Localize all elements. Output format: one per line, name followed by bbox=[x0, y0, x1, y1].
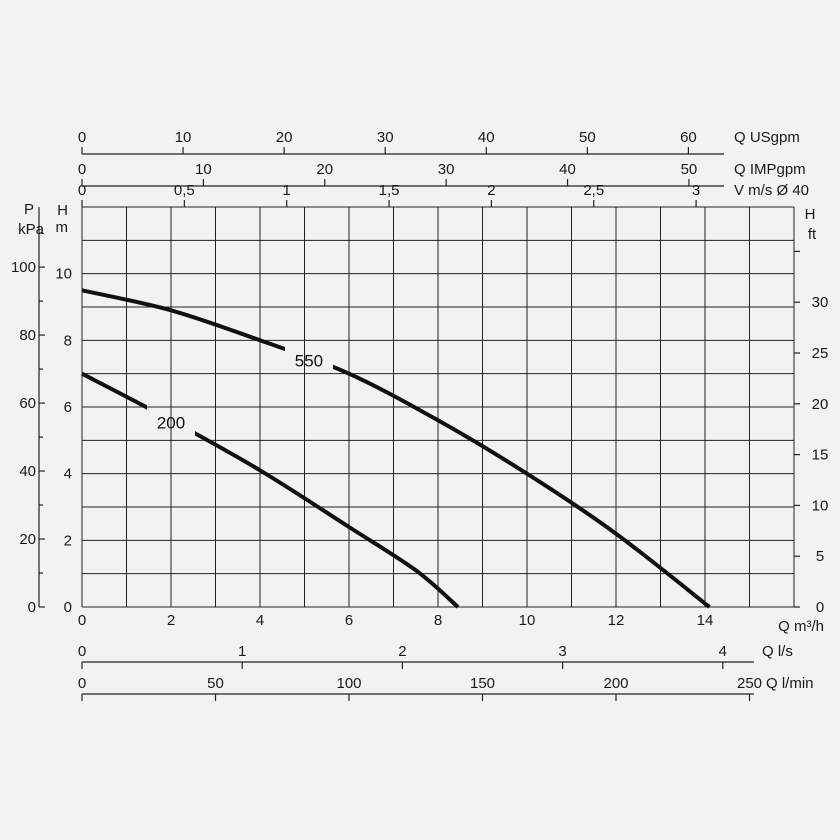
bottom-axis-tick-label: 150 bbox=[470, 675, 495, 692]
bottom-axis-tick-label: 50 bbox=[207, 675, 224, 692]
top-axis-tick-label: 20 bbox=[276, 129, 293, 146]
bottom-axis-tick-label: 1 bbox=[238, 643, 246, 660]
top-axis-tick-label: 0 bbox=[78, 182, 86, 199]
grid bbox=[81, 206, 795, 608]
top-axis-tick-label: 3 bbox=[692, 182, 700, 199]
pressure-tick-label: 80 bbox=[19, 327, 36, 344]
top-axis-tick-label: 2 bbox=[487, 182, 495, 199]
feet-tick-label: 30 bbox=[812, 294, 829, 311]
liters-per-minute-unit: Q l/min bbox=[766, 675, 814, 692]
y-axis-unit-bottom: m bbox=[56, 219, 69, 236]
top-axis-tick-label: 0 bbox=[78, 129, 86, 146]
liters-per-second-unit: Q l/s bbox=[762, 643, 793, 660]
pressure-unit-top: P bbox=[24, 201, 34, 218]
bottom-axis-tick-label: 0 bbox=[78, 643, 86, 660]
pressure-tick-label: 0 bbox=[28, 599, 36, 616]
pressure-tick-label: 60 bbox=[19, 395, 36, 412]
bottom-axis-tick-label: 4 bbox=[719, 643, 727, 660]
pressure-tick-label: 20 bbox=[19, 531, 36, 548]
top-axis-tick-label: 1,5 bbox=[379, 182, 400, 199]
top-axis-tick-label: 0 bbox=[78, 161, 86, 178]
y-tick-label: 6 bbox=[64, 399, 72, 416]
labels: 0 2 4 6 8 10 12 14 Q m³/h0246810Hm020406080100Pk… bbox=[11, 129, 828, 692]
top-axis-tick-label: 50 bbox=[681, 161, 698, 178]
pressure-tick-label: 100 bbox=[11, 259, 36, 276]
top-axis-tick-label: 50 bbox=[579, 129, 596, 146]
x-tick-label: 2 bbox=[167, 612, 175, 629]
y-tick-label: 8 bbox=[64, 332, 72, 349]
top-axis-tick-label: 10 bbox=[195, 161, 212, 178]
y-tick-label: 4 bbox=[64, 466, 72, 483]
x-tick-label: 6 bbox=[345, 612, 353, 629]
curve-label-550: 550 bbox=[295, 352, 323, 371]
impgpm-unit: Q IMPgpm bbox=[734, 161, 806, 178]
feet-tick-label: 5 bbox=[816, 548, 824, 565]
axes bbox=[38, 147, 800, 701]
x-tick-label: 12 bbox=[608, 612, 625, 629]
feet-tick-label: 25 bbox=[812, 345, 829, 362]
x-axis-unit: Q m³/h bbox=[778, 618, 824, 635]
velocity-unit: V m/s Ø 40 bbox=[734, 182, 809, 199]
curve-550 bbox=[81, 288, 711, 609]
bottom-axis-tick-label: 2 bbox=[398, 643, 406, 660]
feet-tick-label: 0 bbox=[816, 599, 824, 616]
curve-label-200: 200 bbox=[157, 413, 185, 432]
feet-unit-bottom: ft bbox=[808, 226, 817, 243]
x-tick-label: 0 bbox=[78, 612, 86, 629]
top-axis-tick-label: 10 bbox=[175, 129, 192, 146]
bottom-axis-tick-label: 200 bbox=[603, 675, 628, 692]
pressure-unit-bottom: kPa bbox=[18, 221, 45, 238]
y-tick-label: 0 bbox=[64, 599, 72, 616]
feet-tick-label: 10 bbox=[812, 497, 829, 514]
top-axis-tick-label: 40 bbox=[478, 129, 495, 146]
usgpm-unit: Q USgpm bbox=[734, 129, 800, 146]
feet-unit-top: H bbox=[805, 206, 816, 223]
bottom-axis-tick-label: 250 bbox=[737, 675, 762, 692]
bottom-axis-tick-label: 0 bbox=[78, 675, 86, 692]
curves bbox=[81, 288, 711, 609]
top-axis-tick-label: 2,5 bbox=[583, 182, 604, 199]
top-axis-tick-label: 0,5 bbox=[174, 182, 195, 199]
feet-tick-label: 20 bbox=[812, 396, 829, 413]
x-tick-label: 4 bbox=[256, 612, 264, 629]
top-axis-tick-label: 30 bbox=[377, 129, 394, 146]
x-tick-label: 10 bbox=[519, 612, 536, 629]
top-axis-tick-label: 20 bbox=[316, 161, 333, 178]
bottom-axis-tick-label: 3 bbox=[558, 643, 566, 660]
top-axis-tick-label: 60 bbox=[680, 129, 697, 146]
y-tick-label: 2 bbox=[64, 532, 72, 549]
top-axis-tick-label: 1 bbox=[283, 182, 291, 199]
x-tick-label: 8 bbox=[434, 612, 442, 629]
pressure-tick-label: 40 bbox=[19, 463, 36, 480]
feet-tick-label: 15 bbox=[812, 447, 829, 464]
y-axis-unit-top: H bbox=[57, 202, 68, 219]
x-tick-label: 14 bbox=[697, 612, 714, 629]
curve-200 bbox=[81, 371, 460, 609]
y-tick-label: 10 bbox=[55, 266, 72, 283]
top-axis-tick-label: 40 bbox=[559, 161, 576, 178]
top-axis-tick-label: 30 bbox=[438, 161, 455, 178]
bottom-axis-tick-label: 100 bbox=[336, 675, 361, 692]
